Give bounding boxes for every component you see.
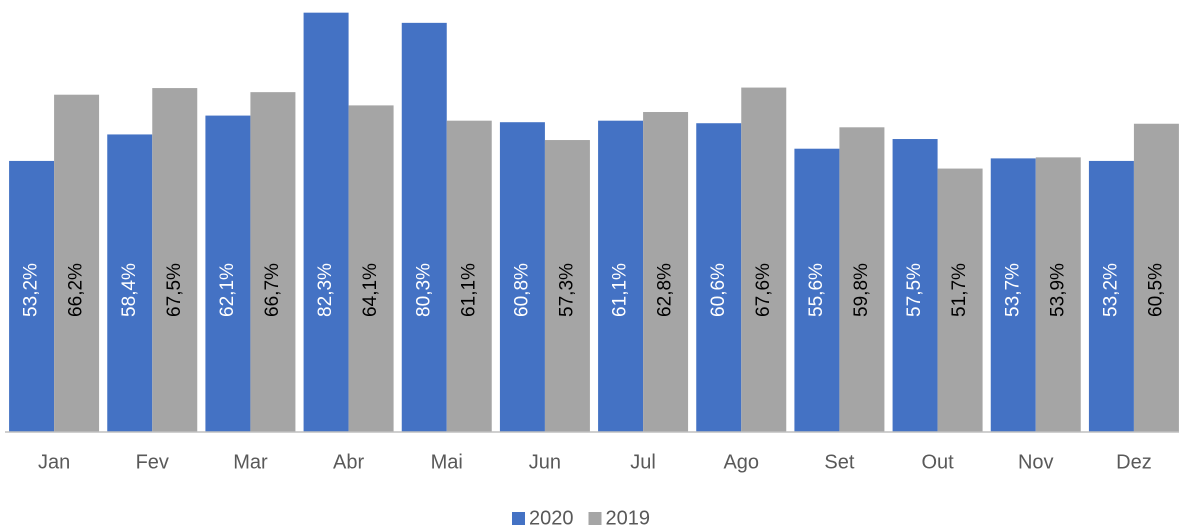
bar	[741, 87, 787, 433]
x-tick-label: Fev	[136, 451, 169, 473]
bar	[598, 120, 644, 432]
value-label: 60,8%	[511, 263, 532, 317]
bar	[1133, 123, 1179, 432]
value-label: 82,3%	[315, 263, 336, 317]
value-label: 53,7%	[1002, 263, 1023, 317]
bar	[54, 94, 100, 432]
legend-swatch	[512, 512, 525, 525]
value-label: 60,5%	[1145, 263, 1166, 317]
legend-swatch	[588, 512, 602, 525]
value-label: 53,2%	[1100, 263, 1121, 317]
legend-label: 2020	[529, 507, 574, 528]
x-tick-label: Set	[824, 451, 854, 473]
x-tick-label: Jul	[630, 451, 656, 473]
value-label: 51,7%	[949, 263, 970, 317]
value-label: 58,4%	[119, 263, 140, 317]
bar	[348, 105, 394, 433]
value-label: 53,2%	[21, 263, 42, 317]
x-tick-label: Jan	[38, 451, 70, 473]
value-label: 55,6%	[806, 263, 827, 317]
bar	[401, 22, 447, 432]
value-label: 61,1%	[610, 263, 631, 317]
value-label: 60,6%	[708, 263, 729, 317]
x-tick-label: Ago	[723, 451, 759, 473]
value-label: 67,5%	[164, 263, 185, 317]
legend-label: 2019	[606, 507, 651, 528]
x-tick-label: Jun	[529, 451, 561, 473]
value-label: 62,8%	[655, 263, 676, 317]
bar	[794, 148, 840, 432]
bar	[544, 140, 590, 433]
bar	[839, 127, 885, 433]
value-label: 64,1%	[360, 263, 381, 317]
bar	[696, 123, 742, 432]
value-label: 62,1%	[217, 263, 238, 317]
x-tick-label: Mai	[431, 451, 463, 473]
bar	[1088, 160, 1134, 432]
bar	[250, 92, 296, 433]
value-label: 67,6%	[753, 263, 774, 317]
bar	[990, 158, 1036, 432]
bar	[446, 120, 492, 432]
bar	[499, 122, 545, 432]
value-label: 53,9%	[1047, 263, 1068, 317]
bar	[892, 139, 938, 432]
value-label: 66,7%	[262, 263, 283, 317]
value-label: 57,5%	[904, 263, 925, 317]
x-tick-label: Mar	[233, 451, 268, 473]
bar	[643, 112, 689, 433]
x-tick-label: Out	[921, 451, 954, 473]
value-label: 66,2%	[66, 263, 87, 317]
value-label: 80,3%	[413, 263, 434, 317]
x-tick-label: Abr	[333, 451, 364, 473]
bar	[107, 134, 153, 432]
bar	[9, 160, 55, 432]
x-tick-label: Dez	[1116, 451, 1152, 473]
value-label: 61,1%	[458, 263, 479, 317]
bar	[303, 12, 349, 433]
value-label: 59,8%	[851, 263, 872, 317]
bar	[937, 168, 983, 433]
value-label: 57,3%	[556, 263, 577, 317]
x-tick-label: Nov	[1018, 451, 1054, 473]
bar	[152, 88, 198, 433]
bar	[1035, 157, 1081, 432]
bar	[205, 115, 251, 432]
